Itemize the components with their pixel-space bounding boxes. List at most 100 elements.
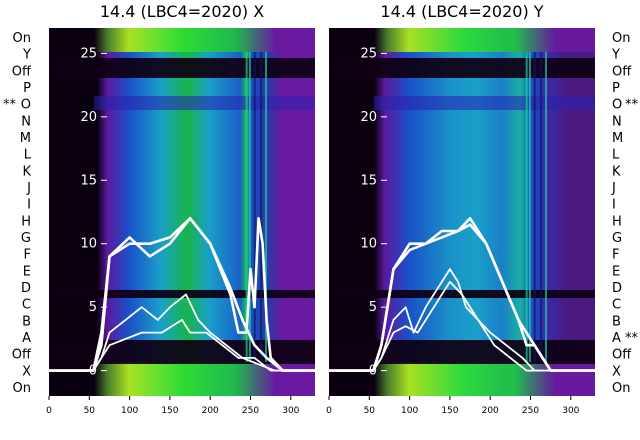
- row-label: D: [612, 281, 622, 296]
- x-tick-label: 0: [326, 406, 332, 416]
- row-label: F: [612, 248, 619, 263]
- heatmap-vertical-stripe: [540, 52, 543, 362]
- row-marker: **: [3, 98, 17, 113]
- series-line: [329, 268, 595, 372]
- row-label: Off: [612, 64, 632, 79]
- x-tick-label: 200: [202, 406, 219, 416]
- panel-title: 14.4 (LBC4=2020) Y: [380, 2, 543, 21]
- heatmap-vertical-stripe: [253, 52, 256, 362]
- row-label: Off: [12, 64, 32, 79]
- row-label: N: [21, 114, 31, 129]
- row-label: P: [23, 81, 31, 96]
- row-marker: **: [625, 98, 639, 113]
- x-tick-label: 300: [562, 406, 579, 416]
- row-label: E: [23, 264, 31, 279]
- x-tick-label: 150: [161, 406, 178, 416]
- row-label: L: [24, 148, 32, 163]
- x-tick-label: 150: [441, 406, 458, 416]
- y-tick-label: 15: [360, 173, 377, 188]
- y-tick-label: 20: [80, 110, 97, 125]
- heatmap-band-top: [49, 28, 315, 52]
- row-label: F: [24, 248, 31, 263]
- y-tick-label: 15: [80, 173, 97, 188]
- row-label: C: [22, 298, 31, 313]
- heatmap-dark-band: [329, 58, 595, 78]
- heatmap-row-strip: [94, 96, 315, 110]
- row-label: H: [612, 214, 622, 229]
- row-label: On: [612, 31, 630, 46]
- row-label: X: [612, 364, 621, 379]
- y-tick-label: 25: [360, 46, 377, 61]
- row-label: A: [22, 331, 31, 346]
- row-label: D: [21, 281, 31, 296]
- row-label: K: [612, 164, 621, 179]
- x-tick-label: 300: [282, 406, 299, 416]
- row-label: I: [27, 198, 31, 213]
- row-label: Y: [611, 48, 620, 63]
- panel-2: 14.4 (LBC4=2020) Y 0 5 10 15 20 250 50 100 150 200…: [326, 2, 638, 416]
- row-label: Off: [612, 348, 632, 363]
- heatmap-dark-band: [329, 340, 595, 364]
- x-tick-label: 0: [46, 406, 52, 416]
- row-label: E: [612, 264, 620, 279]
- y-tick-label: 5: [89, 300, 97, 315]
- heatmap-band-top: [329, 28, 595, 52]
- heatmap-area: [49, 28, 315, 396]
- heatmap-vertical-stripe: [245, 52, 248, 362]
- row-label: P: [612, 81, 620, 96]
- series-line: [49, 319, 315, 372]
- row-label: K: [22, 164, 31, 179]
- heatmap-dark-band: [49, 290, 315, 298]
- heatmap-vertical-stripe: [545, 52, 548, 362]
- x-tick-label: 100: [401, 406, 418, 416]
- row-label: O: [21, 98, 31, 113]
- heatmap-vertical-stripe: [533, 52, 536, 362]
- y-tick-label: 25: [80, 46, 97, 61]
- heatmap-area: [329, 28, 595, 396]
- row-label: M: [612, 131, 623, 146]
- heatmap-row-strip: [374, 96, 595, 110]
- heatmap-dark-band: [49, 58, 315, 78]
- x-tick-label: 100: [121, 406, 138, 416]
- row-label: B: [22, 314, 31, 329]
- y-tick-label: 10: [360, 237, 377, 252]
- row-label: On: [13, 381, 31, 396]
- panel-title: 14.4 (LBC4=2020) X: [100, 2, 264, 21]
- row-label: A: [612, 331, 621, 346]
- row-label: G: [21, 231, 31, 246]
- y-tick-label: 5: [369, 300, 377, 315]
- y-tick-label: 10: [80, 237, 97, 252]
- row-marker: **: [625, 331, 639, 346]
- row-label: G: [612, 231, 622, 246]
- heatmap-vertical-stripe: [528, 52, 531, 362]
- row-label: Off: [12, 348, 32, 363]
- heatmap-dark-band: [49, 340, 315, 364]
- heatmap-vertical-stripe: [525, 52, 528, 362]
- row-label: J: [611, 181, 616, 196]
- row-label: On: [612, 381, 630, 396]
- row-label: Y: [22, 48, 31, 63]
- row-label: X: [22, 364, 31, 379]
- row-label: O: [612, 98, 622, 113]
- row-label: N: [612, 114, 622, 129]
- series-line: [329, 223, 595, 372]
- x-tick-label: 200: [482, 406, 499, 416]
- x-tick-label: 250: [242, 406, 259, 416]
- row-label: On: [13, 31, 31, 46]
- row-label: H: [21, 214, 31, 229]
- series-line: [329, 280, 595, 372]
- row-label: L: [612, 148, 620, 163]
- row-label: M: [20, 131, 31, 146]
- heatmap-vertical-stripe: [260, 52, 263, 362]
- heatmap-vertical-stripe: [265, 52, 268, 362]
- row-label: J: [26, 181, 31, 196]
- y-tick-label: 20: [360, 110, 377, 125]
- series-line: [49, 217, 315, 372]
- heatmap-vertical-stripe: [248, 52, 251, 362]
- x-tick-label: 250: [522, 406, 539, 416]
- x-tick-label: 50: [364, 406, 376, 416]
- panel-1: 14.4 (LBC4=2020) X 0 5 10 15 20 250 50 100 150 200…: [3, 2, 315, 416]
- row-label: B: [612, 314, 621, 329]
- x-tick-label: 50: [84, 406, 96, 416]
